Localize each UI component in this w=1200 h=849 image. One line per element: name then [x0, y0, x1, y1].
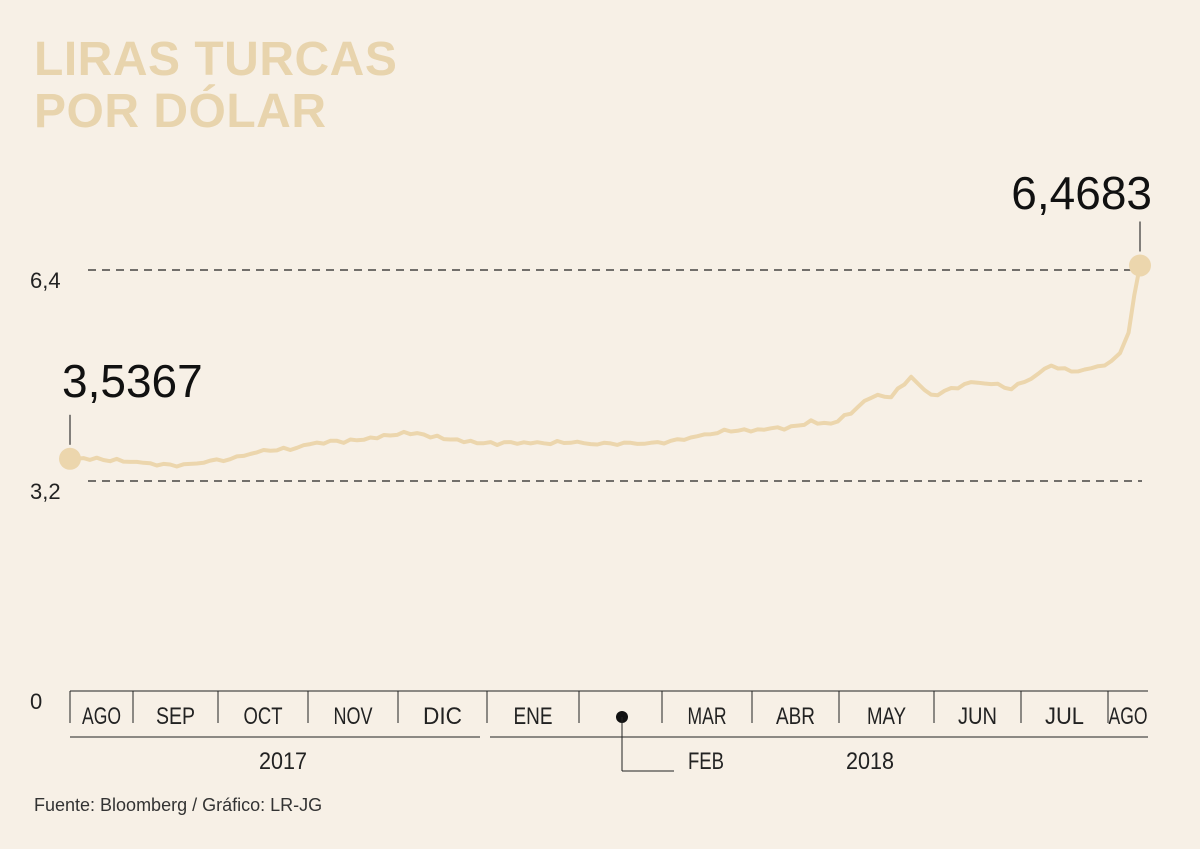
x-tick-label: NOV: [334, 703, 373, 730]
year-label: 2018: [846, 748, 894, 775]
x-tick-label: DIC: [423, 703, 462, 730]
x-axis: AGO SEP OCT NOV DIC ENE FEB MAR ABR MAY JUN JUL AGO 2…: [69, 690, 1148, 775]
source-note: Fuente: Bloomberg / Gráfico: LR-JG: [34, 795, 323, 815]
y-tick-label: 6,4: [30, 268, 61, 293]
value-annotations: 3,5367 6,4683: [59, 167, 1152, 470]
x-tick-label: ENE: [514, 703, 553, 730]
y-tick-label: 0: [30, 689, 42, 714]
annotation-point: [59, 447, 81, 470]
feb-callout-label: FEB: [688, 748, 724, 775]
annotation-label: 6,4683: [1011, 167, 1152, 219]
chart-title: LIRAS TURCAS POR DÓLAR: [34, 34, 397, 138]
x-tick-label: MAY: [867, 703, 906, 730]
x-tick-label: JUL: [1045, 703, 1084, 730]
year-label: 2017: [259, 748, 307, 775]
x-tick-label: SEP: [156, 703, 195, 730]
annotation-point: [1129, 254, 1151, 277]
title-line-1: LIRAS TURCAS: [34, 33, 398, 86]
y-axis-tick-labels: 0 3,2 6,4: [30, 268, 61, 714]
annotation-label: 3,5367: [62, 355, 203, 407]
gridlines: [88, 269, 1142, 482]
y-tick-label: 3,2: [30, 479, 61, 504]
x-tick-label: AGO: [82, 703, 121, 730]
x-tick-label: JUN: [958, 703, 997, 730]
title-line-2: POR DÓLAR: [34, 85, 327, 138]
x-tick-label: ABR: [776, 703, 815, 730]
x-tick-label: OCT: [244, 703, 283, 730]
x-tick-label: MAR: [688, 703, 727, 730]
x-tick-label: AGO: [1109, 703, 1148, 730]
series-line: [68, 263, 1142, 469]
